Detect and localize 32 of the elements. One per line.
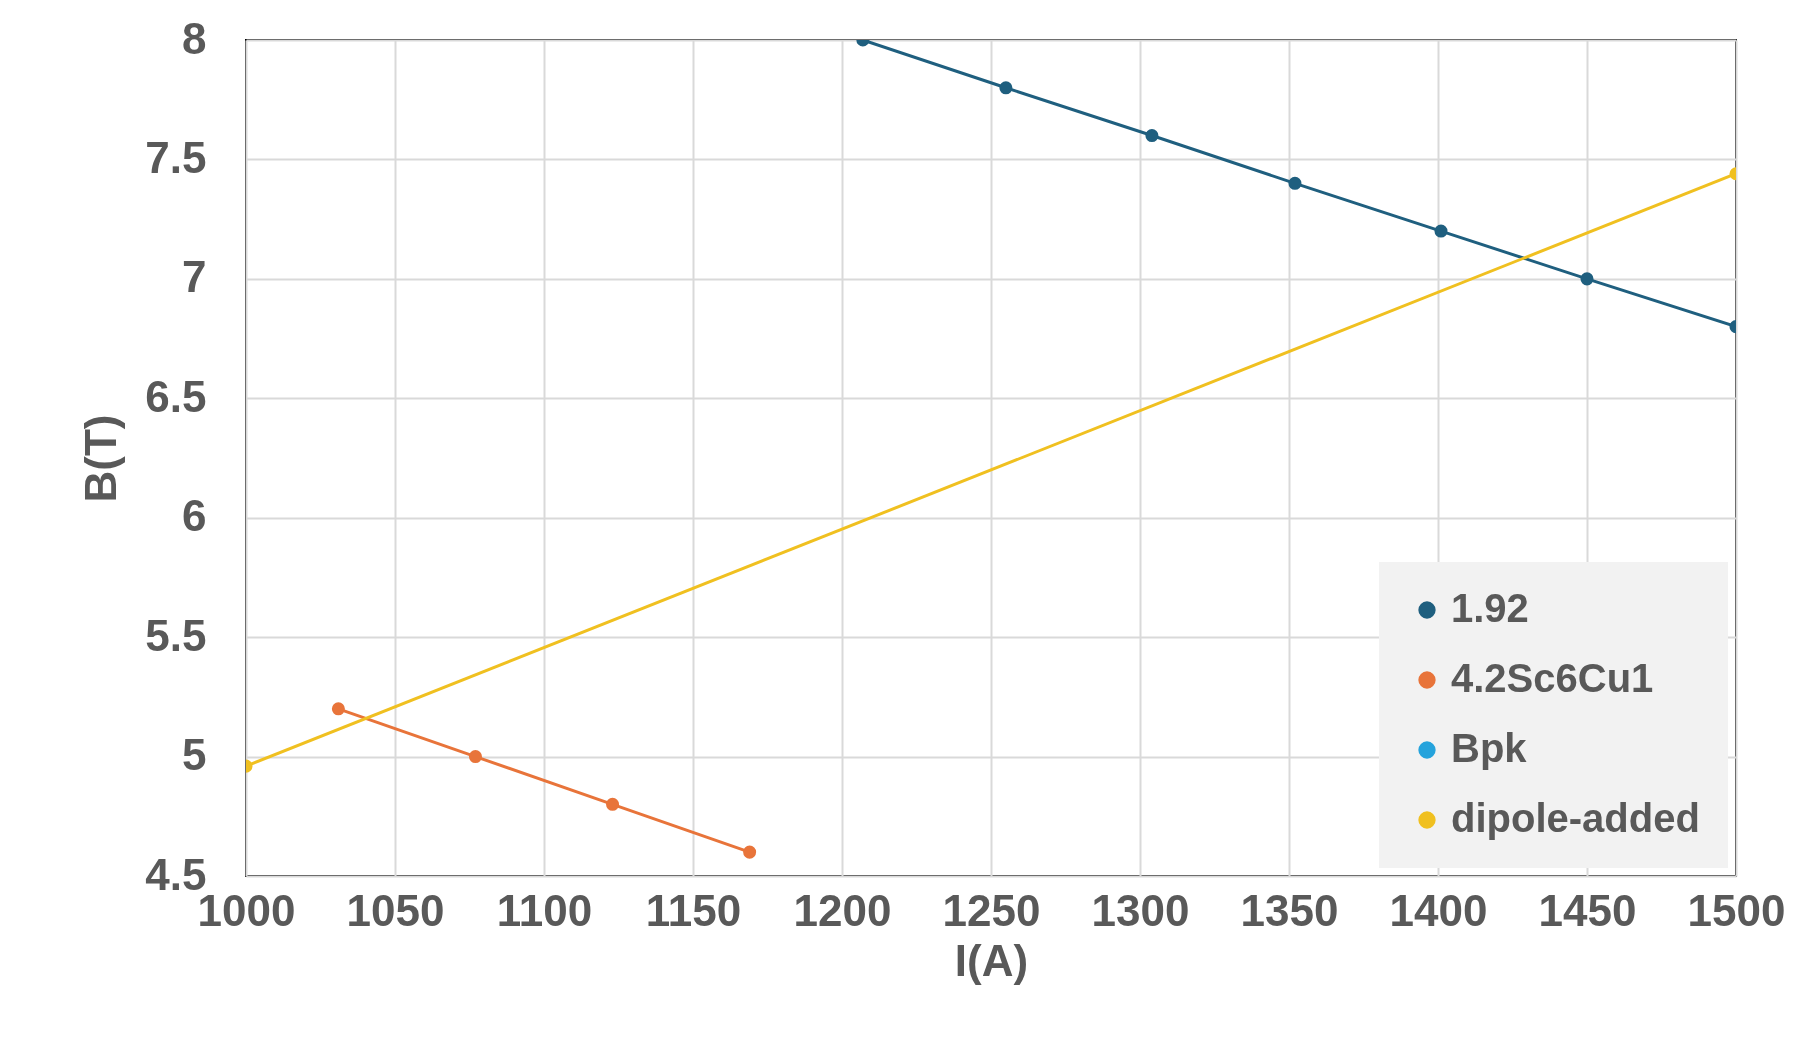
- y-tick-label: 6.5: [145, 371, 207, 421]
- x-tick-label: 1300: [1091, 885, 1190, 935]
- x-tick-label: 1250: [942, 885, 1041, 935]
- x-tick-label: 1500: [1687, 885, 1786, 935]
- x-tick-label: 1400: [1389, 885, 1488, 935]
- x-tick-label: 1200: [793, 885, 892, 935]
- point: [1434, 224, 1448, 238]
- point: [1288, 176, 1302, 190]
- legend-label: 1.92: [1451, 586, 1529, 630]
- point: [999, 81, 1013, 95]
- x-tick-label: 1450: [1538, 885, 1637, 935]
- y-tick-label: 5: [182, 730, 207, 780]
- y-tick-label: 5.5: [145, 610, 207, 660]
- point: [331, 702, 345, 716]
- y-tick-label: 8: [182, 13, 207, 63]
- x-tick-label: 1050: [346, 885, 445, 935]
- x-axis-title: I(A): [954, 935, 1029, 985]
- point: [468, 750, 482, 764]
- legend-label: 4.2Sc6Cu1: [1451, 656, 1654, 700]
- point: [606, 797, 620, 811]
- point: [743, 845, 757, 859]
- point: [1145, 129, 1159, 143]
- x-tick-label: 1100: [496, 885, 593, 935]
- y-axis-title: B(T): [76, 414, 126, 503]
- x-tick-label: 1350: [1240, 885, 1339, 935]
- y-tick-label: 6: [182, 491, 207, 541]
- x-tick-label: 1150: [645, 885, 742, 935]
- legend-label: Bpk: [1451, 726, 1528, 770]
- point: [1580, 272, 1594, 286]
- legend-label: dipole-added: [1451, 796, 1700, 840]
- y-tick-label: 7: [182, 252, 207, 302]
- y-tick-label: 7.5: [145, 132, 207, 182]
